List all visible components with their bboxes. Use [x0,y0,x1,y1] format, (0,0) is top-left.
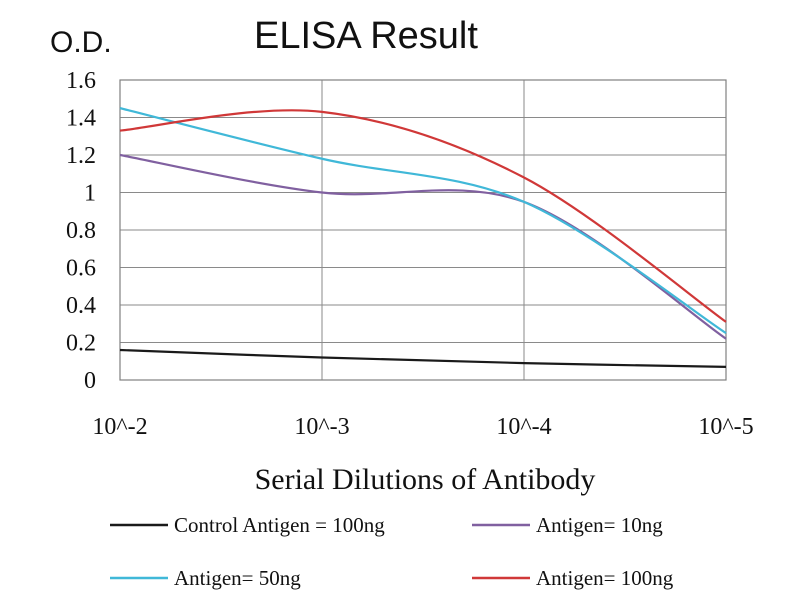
legend: Control Antigen = 100ng Antigen= 10ng Anti… [110,513,674,590]
x-tick-label: 10^-5 [698,414,753,440]
x-tick-label: 10^-2 [92,414,147,440]
y-tick-label: 0.2 [66,331,96,357]
y-tick-label: 0 [84,368,96,394]
legend-label: Antigen= 10ng [536,513,663,537]
y-tick-label: 0.4 [66,293,96,319]
x-axis-label: Serial Dilutions of Antibody [255,463,596,496]
series-line-2 [119,107,727,335]
series-lines [119,107,727,368]
y-tick-labels: 0 0.2 0.4 0.6 0.8 1 1.2 1.4 1.6 [66,68,96,394]
legend-label: Antigen= 100ng [536,566,674,590]
y-tick-label: 0.6 [66,256,96,282]
series-line-0 [119,348,727,368]
x-tick-labels: 10^-2 10^-3 10^-4 10^-5 [92,414,753,440]
x-tick-label: 10^-4 [496,414,551,440]
y-tick-label: 1 [84,181,96,207]
plot-area-border [119,79,727,381]
series-line-1 [119,153,727,340]
legend-label: Antigen= 50ng [174,566,301,590]
y-tick-label: 0.8 [66,218,96,244]
legend-label: Control Antigen = 100ng [174,513,385,537]
y-tick-label: 1.6 [66,68,96,94]
y-tick-label: 1.2 [66,143,96,169]
grid-lines [120,80,726,380]
x-tick-label: 10^-3 [294,414,349,440]
series-line-3 [119,109,727,323]
chart-title: ELISA Result [254,15,478,57]
y-tick-label: 1.4 [66,106,96,132]
y-axis-label: O.D. [50,26,112,59]
